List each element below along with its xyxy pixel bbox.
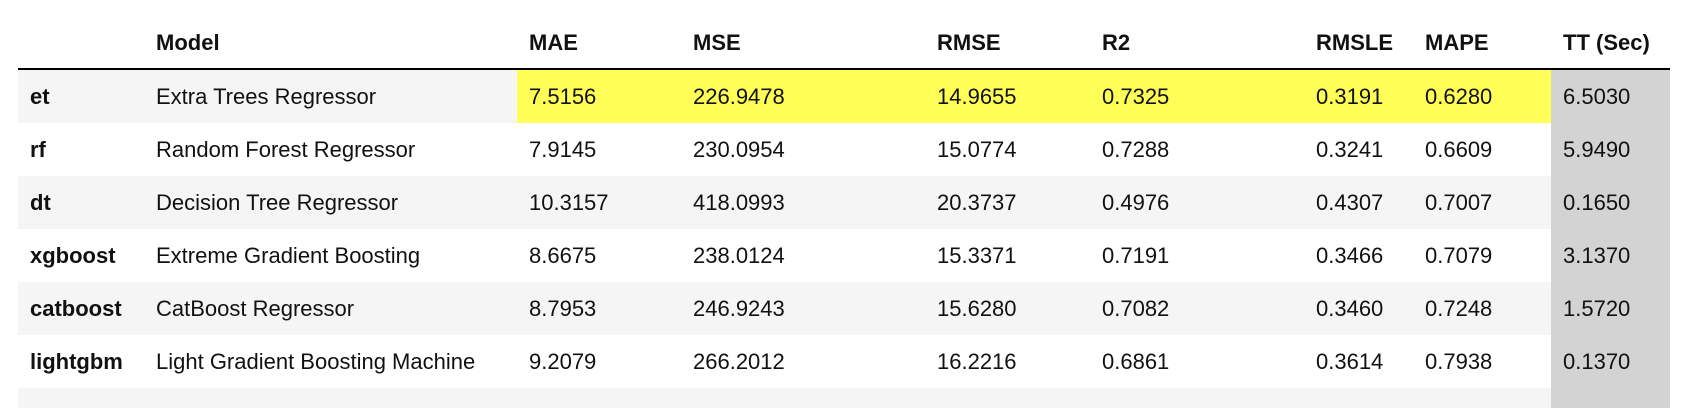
model-name-cell: Light Gradient Boosting Machine	[144, 335, 517, 388]
header-rmsle: RMSLE	[1304, 18, 1413, 70]
header-tt: TT (Sec)	[1551, 18, 1670, 70]
row-index: xgboost	[18, 229, 144, 282]
table-row: lightgbm Light Gradient Boosting Machine…	[18, 335, 1670, 388]
tt-cell: 0.1650	[1551, 176, 1670, 229]
mape-cell: 0.6280	[1413, 69, 1551, 123]
mape-cell: 0.7007	[1413, 176, 1551, 229]
mae-cell: 9.2079	[517, 335, 681, 388]
mse-cell: 418.0993	[681, 176, 925, 229]
mape-cell: 0.7938	[1413, 335, 1551, 388]
tt-cell: 0.1370	[1551, 335, 1670, 388]
table-row: rf Random Forest Regressor 7.9145 230.09…	[18, 123, 1670, 176]
mape-cell: 0.7079	[1413, 229, 1551, 282]
rmsle-cell: 0.3466	[1304, 229, 1413, 282]
row-index: lightgbm	[18, 335, 144, 388]
rmsle-cell	[1304, 388, 1413, 408]
model-name-cell	[144, 388, 517, 408]
model-comparison-table: Model MAE MSE RMSE R2 RMSLE MAPE TT (Sec…	[18, 18, 1670, 408]
mse-cell: 226.9478	[681, 69, 925, 123]
rmsle-cell: 0.3191	[1304, 69, 1413, 123]
r2-cell: 0.7191	[1090, 229, 1304, 282]
mae-cell: 10.3157	[517, 176, 681, 229]
mape-cell: 0.7248	[1413, 282, 1551, 335]
tt-cell	[1551, 388, 1670, 408]
header-row: Model MAE MSE RMSE R2 RMSLE MAPE TT (Sec…	[18, 18, 1670, 70]
row-index: rf	[18, 123, 144, 176]
mae-cell: 8.7953	[517, 282, 681, 335]
mape-cell	[1413, 388, 1551, 408]
table-row: dt Decision Tree Regressor 10.3157 418.0…	[18, 176, 1670, 229]
r2-cell: 0.4976	[1090, 176, 1304, 229]
rmse-cell: 15.3371	[925, 229, 1090, 282]
mape-cell: 0.6609	[1413, 123, 1551, 176]
r2-cell: 0.6861	[1090, 335, 1304, 388]
mae-cell: 7.5156	[517, 69, 681, 123]
table-row-partial	[18, 388, 1670, 408]
rmsle-cell: 0.3460	[1304, 282, 1413, 335]
header-r2: R2	[1090, 18, 1304, 70]
tt-cell: 5.9490	[1551, 123, 1670, 176]
rmse-cell: 15.0774	[925, 123, 1090, 176]
model-name-cell: Extra Trees Regressor	[144, 69, 517, 123]
table-body: et Extra Trees Regressor 7.5156 226.9478…	[18, 69, 1670, 408]
model-name-cell: Decision Tree Regressor	[144, 176, 517, 229]
header-mae: MAE	[517, 18, 681, 70]
header-index	[18, 18, 144, 70]
header-rmse: RMSE	[925, 18, 1090, 70]
rmsle-cell: 0.3241	[1304, 123, 1413, 176]
model-name-cell: Random Forest Regressor	[144, 123, 517, 176]
rmse-cell: 14.9655	[925, 69, 1090, 123]
rmsle-cell: 0.4307	[1304, 176, 1413, 229]
header-mape: MAPE	[1413, 18, 1551, 70]
tt-cell: 1.5720	[1551, 282, 1670, 335]
mae-cell	[517, 388, 681, 408]
table-row: et Extra Trees Regressor 7.5156 226.9478…	[18, 69, 1670, 123]
rmse-cell	[925, 388, 1090, 408]
mse-cell: 266.2012	[681, 335, 925, 388]
row-index: et	[18, 69, 144, 123]
tt-cell: 3.1370	[1551, 229, 1670, 282]
rmse-cell: 20.3737	[925, 176, 1090, 229]
rmse-cell: 16.2216	[925, 335, 1090, 388]
header-model: Model	[144, 18, 517, 70]
mae-cell: 8.6675	[517, 229, 681, 282]
mse-cell: 238.0124	[681, 229, 925, 282]
mse-cell	[681, 388, 925, 408]
model-name-cell: CatBoost Regressor	[144, 282, 517, 335]
r2-cell: 0.7325	[1090, 69, 1304, 123]
rmsle-cell: 0.3614	[1304, 335, 1413, 388]
row-index: dt	[18, 176, 144, 229]
r2-cell: 0.7082	[1090, 282, 1304, 335]
r2-cell: 0.7288	[1090, 123, 1304, 176]
table-row: catboost CatBoost Regressor 8.7953 246.9…	[18, 282, 1670, 335]
rmse-cell: 15.6280	[925, 282, 1090, 335]
mse-cell: 230.0954	[681, 123, 925, 176]
table-header: Model MAE MSE RMSE R2 RMSLE MAPE TT (Sec…	[18, 18, 1670, 70]
model-name-cell: Extreme Gradient Boosting	[144, 229, 517, 282]
header-mse: MSE	[681, 18, 925, 70]
row-index: catboost	[18, 282, 144, 335]
row-index	[18, 388, 144, 408]
mse-cell: 246.9243	[681, 282, 925, 335]
mae-cell: 7.9145	[517, 123, 681, 176]
r2-cell	[1090, 388, 1304, 408]
table-row: xgboost Extreme Gradient Boosting 8.6675…	[18, 229, 1670, 282]
tt-cell: 6.5030	[1551, 69, 1670, 123]
